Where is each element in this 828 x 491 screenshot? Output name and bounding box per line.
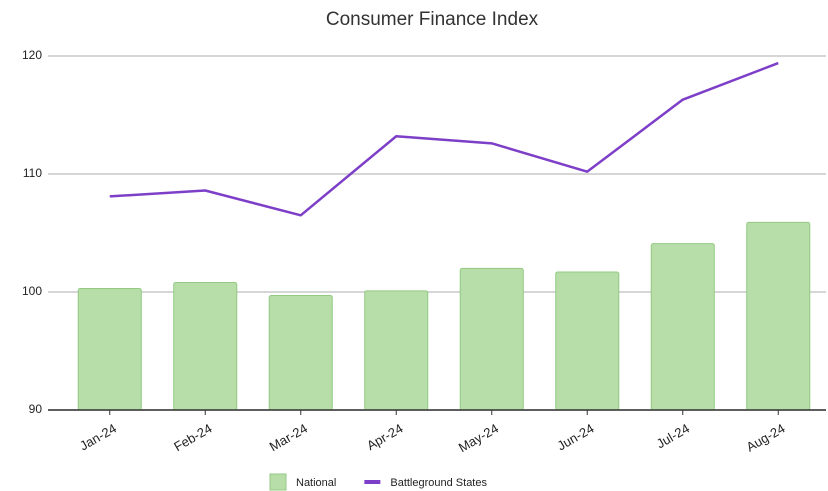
bar bbox=[173, 282, 238, 411]
legend-swatch bbox=[269, 473, 287, 491]
bar bbox=[650, 243, 715, 411]
bar bbox=[555, 271, 620, 411]
bar bbox=[746, 221, 811, 411]
legend-label: National bbox=[296, 477, 336, 489]
y-tick-label: 90 bbox=[29, 402, 43, 416]
x-tick-label: Jun-24 bbox=[555, 421, 597, 454]
y-tick-label: 120 bbox=[22, 48, 42, 62]
bar bbox=[459, 267, 524, 411]
y-tick-label: 110 bbox=[23, 166, 42, 180]
y-tick-label: 100 bbox=[22, 284, 42, 298]
x-tick-label: May-24 bbox=[456, 421, 501, 456]
legend-label: Battleground States bbox=[390, 477, 487, 489]
chart-title: Consumer Finance Index bbox=[326, 9, 539, 30]
bar bbox=[268, 295, 333, 411]
legend-swatch bbox=[364, 480, 381, 484]
x-tick-label: Mar-24 bbox=[267, 421, 310, 455]
x-tick-label: Apr-24 bbox=[364, 421, 405, 454]
line bbox=[109, 61, 779, 217]
x-tick-label: Jul-24 bbox=[654, 421, 692, 452]
x-tick-label: Aug-24 bbox=[744, 421, 788, 455]
x-tick-label: Feb-24 bbox=[171, 421, 214, 455]
bar bbox=[364, 290, 429, 411]
x-tick-label: Jan-24 bbox=[77, 421, 119, 454]
bar bbox=[77, 287, 142, 411]
